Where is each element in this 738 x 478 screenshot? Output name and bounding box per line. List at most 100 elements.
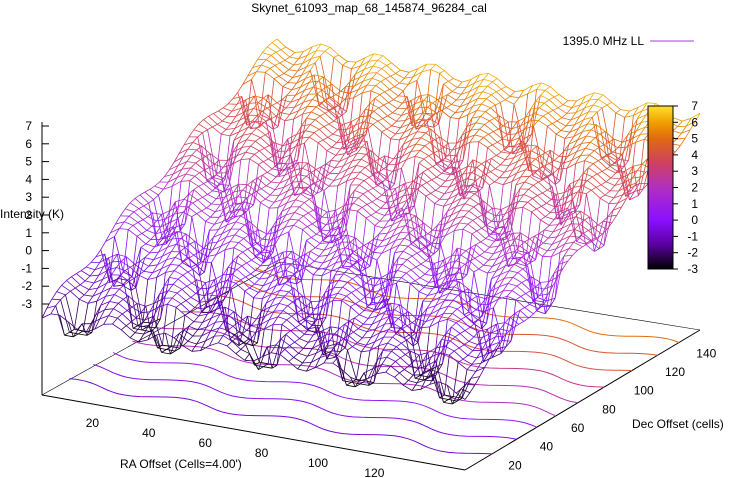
mesh-segment-894 — [453, 185, 463, 192]
mesh-segment-2839 — [325, 97, 332, 101]
mesh-segment-2794 — [302, 106, 308, 115]
mesh-segment-1171 — [326, 209, 336, 213]
mesh-segment-2124 — [167, 303, 177, 308]
mesh-segment-2245 — [377, 356, 387, 360]
mesh-segment-1115 — [261, 188, 271, 196]
mesh-segment-496 — [368, 115, 379, 122]
mesh-segment-34 — [576, 95, 586, 102]
mesh-segment-778 — [286, 145, 296, 152]
mesh-segment-4043 — [526, 150, 532, 158]
mesh-segment-3348 — [271, 272, 278, 282]
mesh-segment-3306 — [233, 311, 240, 346]
mesh-segment-4022 — [385, 302, 391, 312]
mesh-segment-4121 — [388, 323, 394, 330]
mesh-segment-2320 — [182, 345, 193, 352]
mesh-segment-877 — [303, 192, 313, 197]
mesh-segment-2420 — [182, 148, 189, 158]
mesh-segment-2185 — [276, 334, 287, 366]
mesh-segment-1372 — [386, 240, 396, 246]
mesh-segment-2426 — [153, 194, 159, 200]
mesh-segment-1597 — [229, 241, 239, 243]
mesh-segment-467 — [541, 150, 551, 180]
mesh-segment-3164 — [197, 322, 203, 331]
mesh-segment-4241 — [532, 195, 538, 199]
mesh-segment-4587 — [544, 306, 551, 314]
mesh-segment-3601 — [496, 88, 502, 93]
mesh-segment-4127 — [358, 372, 365, 382]
mesh-segment-1815 — [439, 305, 449, 310]
z-tick-label-8: -1 — [21, 261, 32, 275]
mesh-segment-4039 — [546, 173, 552, 177]
mesh-segment-731 — [300, 136, 310, 139]
mesh-segment-1989 — [261, 306, 271, 312]
mesh-segment-4163 — [426, 301, 433, 309]
mesh-segment-3711 — [445, 174, 451, 182]
mesh-segment-2429 — [138, 205, 144, 209]
mesh-segment-4286 — [555, 194, 562, 226]
mesh-segment-2780 — [126, 306, 133, 311]
mesh-segment-2229 — [236, 337, 246, 346]
mesh-segment-1068 — [274, 186, 285, 191]
mesh-segment-475 — [611, 164, 621, 168]
mesh-segment-1897 — [306, 306, 316, 310]
mesh-segment-4144 — [519, 181, 526, 190]
mesh-segment-243 — [278, 75, 289, 84]
mesh-segment-3172 — [401, 96, 408, 104]
mesh-segment-3044 — [297, 167, 303, 175]
mesh-segment-2450 — [279, 59, 285, 64]
mesh-segment-3451 — [255, 324, 261, 333]
mesh-segment-142 — [672, 130, 682, 134]
mesh-segment-4626 — [597, 220, 604, 226]
mesh-segment-4586 — [549, 298, 556, 307]
y-axis-label: Dec Offset (cells) — [632, 417, 724, 431]
mesh-segment-3969 — [401, 272, 407, 278]
mesh-segment-4531 — [575, 210, 581, 218]
mesh-segment-403 — [405, 115, 415, 121]
mesh-segment-4640 — [529, 300, 535, 305]
mesh-segment-2565 — [204, 167, 210, 171]
mesh-segment-3598 — [266, 346, 273, 369]
mesh-segment-3521 — [400, 208, 406, 218]
mesh-segment-2725 — [152, 264, 158, 273]
mesh-segment-2110 — [471, 363, 481, 365]
mesh-segment-336 — [242, 79, 252, 85]
mesh-segment-1661 — [365, 282, 376, 287]
mesh-segment-41 — [638, 102, 648, 108]
mesh-segment-997 — [504, 208, 515, 215]
mesh-segment-4571 — [623, 174, 629, 184]
mesh-segment-3119 — [173, 333, 180, 339]
mesh-segment-2542 — [73, 333, 79, 338]
mesh-segment-3879 — [354, 314, 360, 319]
mesh-segment-1676 — [498, 295, 508, 300]
mesh-segment-2287 — [319, 354, 330, 358]
mesh-segment-2816 — [194, 241, 200, 276]
mesh-segment-597 — [403, 139, 413, 145]
mesh-segment-3374 — [388, 158, 394, 165]
mesh-segment-3504 — [483, 73, 489, 80]
mesh-segment-4418 — [640, 114, 647, 123]
mesh-segment-3012 — [210, 304, 216, 313]
mesh-segment-1644 — [216, 249, 226, 255]
mesh-segment-472 — [585, 147, 595, 151]
mesh-segment-329 — [608, 141, 619, 149]
mesh-segment-791 — [401, 168, 411, 201]
mesh-segment-380 — [630, 183, 640, 189]
mesh-segment-764 — [591, 189, 601, 199]
mesh-segment-2605 — [252, 115, 258, 122]
mesh-segment-448 — [373, 110, 384, 119]
mesh-segment-3751 — [493, 128, 499, 132]
mesh-segment-1981 — [190, 297, 200, 303]
mesh-segment-702 — [472, 159, 482, 165]
mesh-segment-1176 — [370, 214, 381, 222]
mesh-segment-4066 — [413, 291, 420, 332]
mesh-segment-46 — [682, 117, 692, 122]
mesh-segment-2739 — [327, 107, 333, 111]
mesh-segment-2017 — [80, 284, 90, 290]
mesh-segment-1433 — [496, 265, 506, 272]
mesh-segment-2913 — [207, 249, 213, 257]
y-tick-label-0: 20 — [508, 458, 522, 472]
x-tick-label-1: 40 — [142, 426, 156, 440]
mesh-segment-4026 — [365, 337, 372, 346]
mesh-segment-2854 — [252, 177, 258, 182]
mesh-segment-4188 — [547, 173, 554, 178]
